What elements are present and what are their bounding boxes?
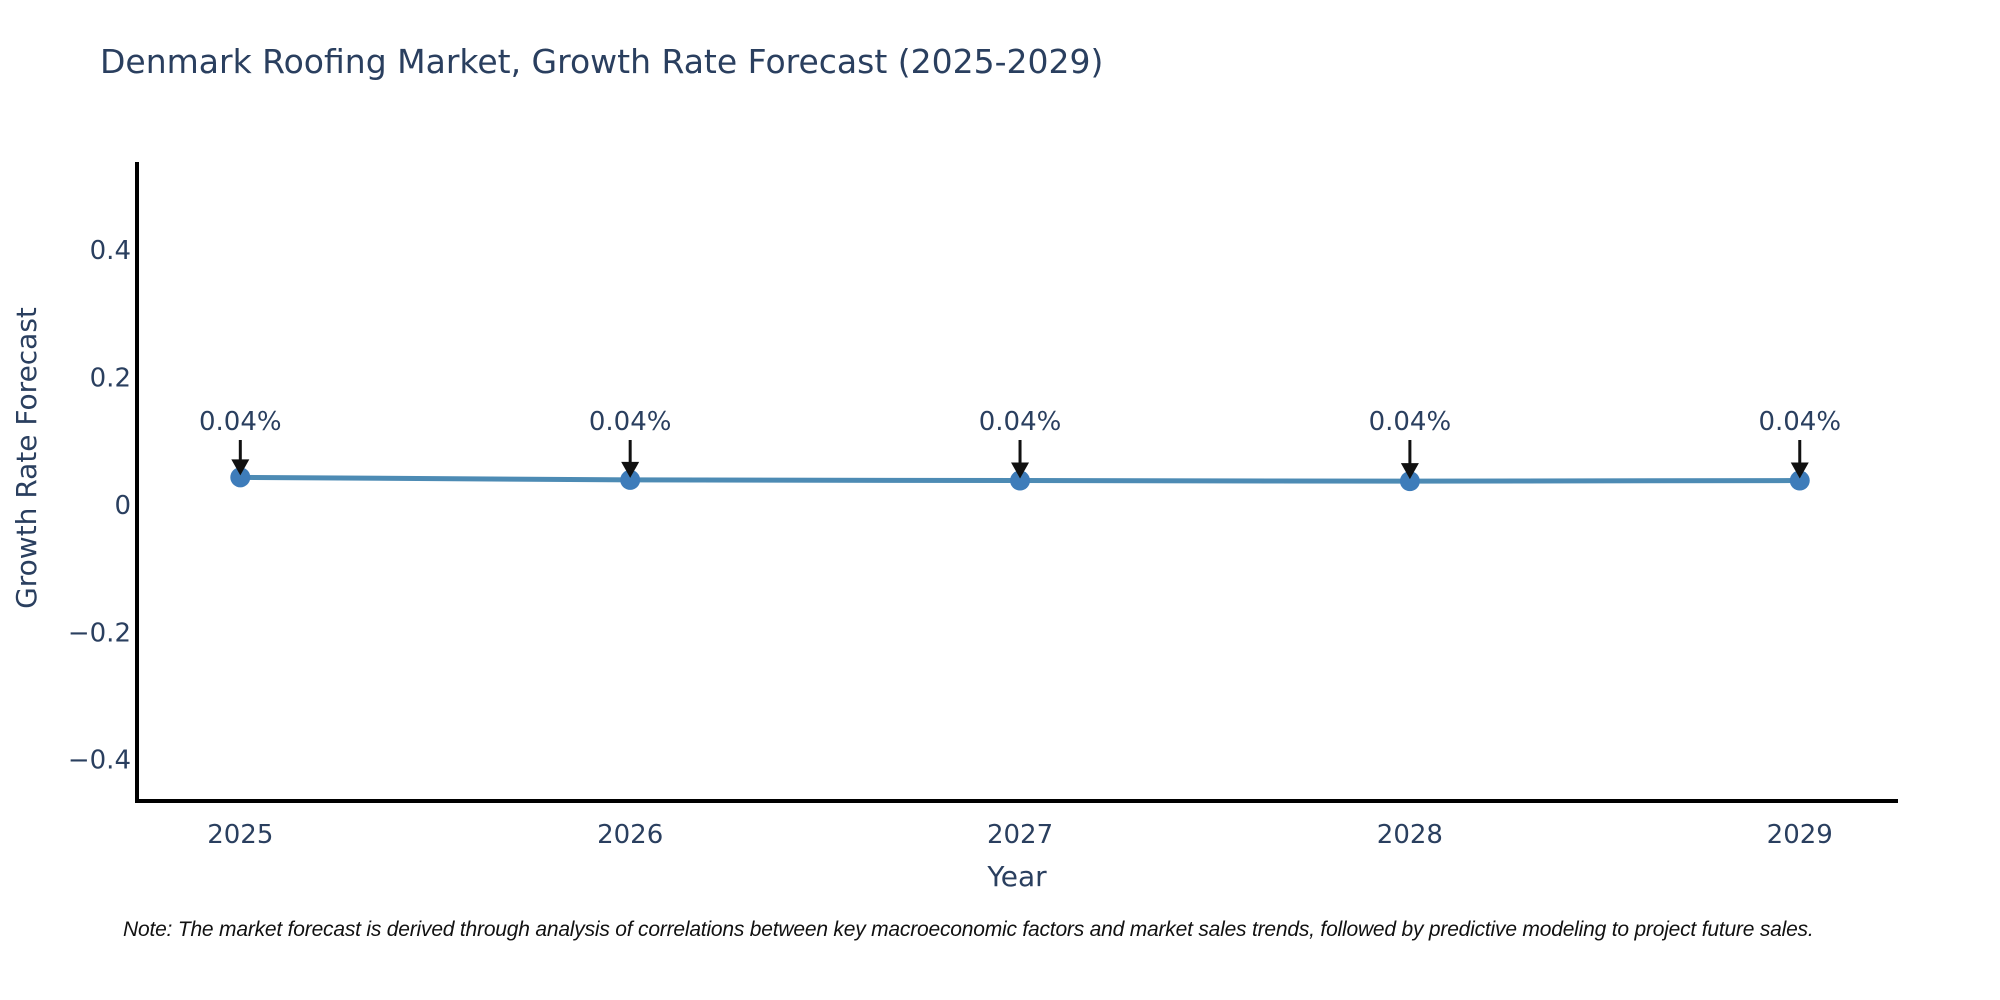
x-tick-label: 2025	[207, 820, 273, 850]
y-axis-title: Growth Rate Forecast	[10, 307, 43, 609]
y-tick-label: 0.2	[90, 363, 131, 393]
data-point-marker	[620, 469, 641, 490]
annotation-arrowhead	[1790, 462, 1809, 479]
series-growth-rate	[230, 467, 1810, 492]
annotation-label: 0.04%	[199, 407, 282, 437]
annotation-arrowhead	[621, 461, 640, 478]
data-point-marker	[1789, 470, 1810, 491]
x-tick-label: 2027	[987, 820, 1053, 850]
annotation-label: 0.04%	[979, 407, 1062, 437]
data-point-marker	[230, 467, 251, 488]
annotation-label: 0.04%	[1758, 407, 1841, 437]
y-tick-label: −0.2	[68, 618, 131, 648]
data-point-marker	[1399, 471, 1420, 492]
annotation-arrowhead	[1400, 463, 1419, 480]
chart-title: Denmark Roofing Market, Growth Rate Fore…	[100, 42, 1103, 81]
annotation-arrowhead	[231, 459, 250, 476]
annotation-label: 0.04%	[589, 407, 672, 437]
annotation-arrowhead	[1011, 462, 1030, 479]
y-tick-label: 0.4	[90, 236, 131, 266]
point-annotations: 0.04% 0.04% 0.04% 0.04% 0.04%	[199, 407, 1841, 480]
y-tick-label: −0.4	[68, 746, 131, 776]
x-tick-label: 2026	[597, 820, 663, 850]
y-tick-label: 0	[114, 491, 131, 521]
footnote: Note: The market forecast is derived thr…	[123, 918, 1814, 941]
y-axis-tick-labels: −0.4 −0.2 0 0.2 0.4	[68, 236, 131, 776]
x-axis-tick-labels: 2025 2026 2027 2028 2029	[207, 820, 1833, 850]
x-tick-label: 2028	[1377, 820, 1443, 850]
annotation-label: 0.04%	[1369, 407, 1452, 437]
x-tick-label: 2029	[1767, 820, 1833, 850]
x-axis-title: Year	[986, 860, 1047, 893]
data-point-marker	[1010, 470, 1031, 491]
